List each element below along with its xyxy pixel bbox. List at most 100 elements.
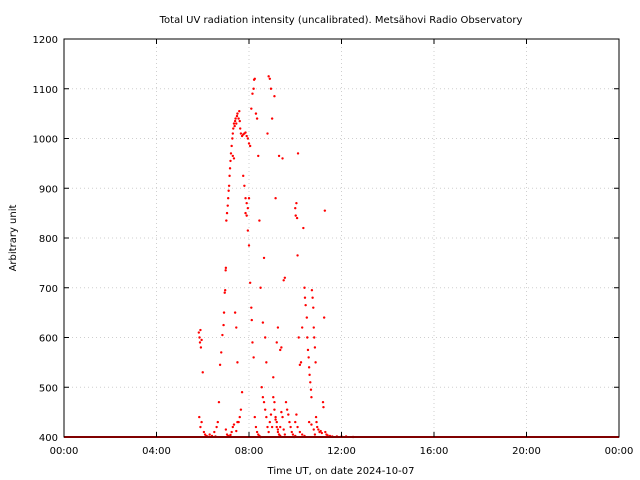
data-point bbox=[269, 87, 273, 90]
data-point bbox=[307, 366, 311, 369]
data-point bbox=[300, 433, 304, 436]
data-point bbox=[275, 425, 278, 429]
data-point bbox=[232, 127, 235, 130]
x-tick-label: 12:00 bbox=[327, 446, 356, 457]
y-tick-label: 600 bbox=[39, 334, 58, 345]
data-point bbox=[222, 311, 226, 314]
grid-lines bbox=[64, 39, 619, 437]
data-point bbox=[226, 204, 229, 207]
data-point bbox=[309, 388, 313, 391]
data-point bbox=[216, 420, 219, 424]
data-point bbox=[276, 326, 280, 329]
data-point bbox=[317, 428, 320, 431]
data-point bbox=[233, 311, 237, 314]
data-point bbox=[235, 429, 238, 433]
data-point bbox=[238, 119, 241, 123]
data-point bbox=[254, 425, 258, 429]
data-point bbox=[235, 326, 238, 329]
x-tick-label: 16:00 bbox=[420, 446, 449, 457]
data-point bbox=[294, 206, 297, 210]
data-point bbox=[222, 323, 225, 327]
data-point bbox=[320, 431, 324, 435]
data-point bbox=[227, 189, 230, 192]
data-point bbox=[251, 341, 254, 344]
data-point bbox=[316, 425, 319, 429]
data-point bbox=[298, 363, 302, 367]
chart-title: Total UV radiation intensity (uncalibrat… bbox=[159, 15, 523, 26]
data-point bbox=[313, 433, 317, 436]
data-point bbox=[229, 159, 232, 163]
data-point bbox=[279, 348, 282, 352]
data-point bbox=[303, 296, 307, 299]
data-point bbox=[247, 197, 251, 200]
y-tick-label: 700 bbox=[39, 284, 58, 295]
data-point bbox=[253, 77, 256, 81]
data-point bbox=[224, 269, 227, 272]
x-tick-label: 20:00 bbox=[512, 446, 541, 457]
data-point bbox=[280, 346, 283, 349]
data-point bbox=[275, 420, 278, 424]
data-point bbox=[272, 396, 275, 399]
data-point bbox=[255, 117, 259, 120]
data-point bbox=[298, 430, 302, 434]
data-point bbox=[252, 356, 255, 359]
data-point bbox=[312, 306, 315, 309]
y-tick-label: 500 bbox=[39, 383, 58, 394]
data-point bbox=[257, 154, 260, 158]
axis-ticks bbox=[63, 38, 620, 438]
y-axis-label: Arbitrary unit bbox=[8, 205, 19, 272]
data-point bbox=[294, 214, 297, 217]
data-point bbox=[288, 420, 291, 424]
data-point bbox=[267, 430, 270, 434]
data-point bbox=[217, 400, 221, 404]
data-point bbox=[250, 318, 253, 322]
data-point bbox=[267, 75, 270, 78]
data-point bbox=[303, 286, 306, 289]
data-point bbox=[231, 425, 235, 429]
data-point bbox=[231, 132, 235, 135]
data-point bbox=[309, 381, 312, 384]
data-point bbox=[294, 420, 297, 424]
y-tick-label: 900 bbox=[39, 184, 58, 195]
data-point bbox=[312, 326, 315, 329]
x-tick-label: 00:00 bbox=[605, 446, 634, 457]
x-tick-label: 00:00 bbox=[50, 446, 79, 457]
data-point bbox=[265, 361, 268, 364]
data-point bbox=[228, 174, 231, 178]
data-point bbox=[199, 425, 202, 429]
data-point bbox=[223, 289, 227, 292]
data-point bbox=[245, 134, 248, 138]
data-point bbox=[199, 346, 203, 349]
data-point bbox=[224, 428, 228, 431]
data-point bbox=[296, 152, 300, 155]
data-point bbox=[265, 415, 268, 419]
data-point bbox=[307, 420, 311, 424]
data-point bbox=[310, 396, 313, 399]
data-point bbox=[198, 415, 201, 419]
data-point bbox=[251, 92, 254, 95]
data-point bbox=[225, 211, 229, 215]
data-point bbox=[248, 144, 252, 148]
data-point bbox=[291, 433, 295, 436]
data-point bbox=[245, 214, 248, 217]
data-point bbox=[308, 373, 311, 377]
data-point bbox=[244, 131, 247, 134]
data-point bbox=[250, 107, 253, 110]
y-tick-label: 1000 bbox=[33, 135, 58, 146]
data-point bbox=[245, 201, 248, 205]
data-point bbox=[259, 286, 262, 289]
y-tick-label: 400 bbox=[39, 433, 58, 444]
data-point bbox=[270, 117, 274, 120]
data-point bbox=[236, 420, 239, 424]
data-point bbox=[224, 266, 228, 270]
data-point bbox=[279, 425, 282, 429]
data-point bbox=[300, 326, 304, 329]
data-point bbox=[273, 95, 276, 98]
data-point bbox=[304, 303, 307, 307]
data-point bbox=[199, 328, 202, 332]
data-point bbox=[252, 87, 255, 90]
data-point bbox=[200, 420, 203, 424]
data-point bbox=[262, 256, 266, 260]
data-point bbox=[244, 197, 247, 200]
